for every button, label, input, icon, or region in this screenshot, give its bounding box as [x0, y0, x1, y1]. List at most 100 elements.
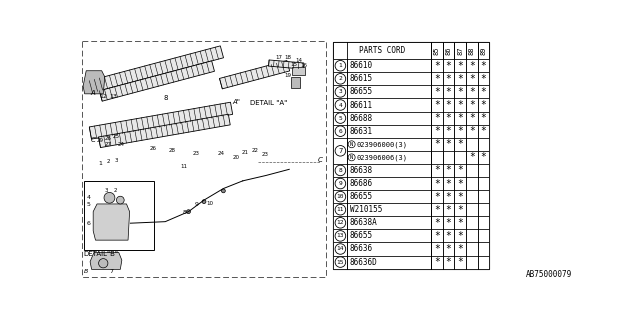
Text: *: *	[469, 126, 475, 136]
Text: 2: 2	[107, 159, 111, 164]
Text: *: *	[445, 126, 451, 136]
Bar	[333, 229, 489, 243]
Text: B: B	[84, 269, 88, 274]
Text: 85: 85	[434, 46, 440, 55]
Bar	[333, 42, 489, 268]
Text: A: A	[90, 90, 95, 96]
Circle shape	[335, 191, 346, 202]
Text: *: *	[481, 152, 486, 162]
Text: N: N	[350, 155, 353, 160]
Text: *: *	[481, 113, 486, 123]
Bar	[333, 59, 489, 72]
Text: *: *	[457, 139, 463, 149]
Text: 88: 88	[468, 46, 475, 55]
Text: *: *	[445, 74, 451, 84]
Text: 13: 13	[109, 94, 117, 99]
Text: *: *	[445, 218, 451, 228]
Bar	[466, 151, 477, 164]
Text: 26: 26	[150, 146, 157, 151]
Text: *: *	[445, 231, 451, 241]
Bar	[333, 138, 348, 164]
Text: *: *	[481, 61, 486, 71]
Text: *: *	[434, 126, 440, 136]
Text: C: C	[318, 157, 323, 164]
Text: 86686: 86686	[349, 179, 373, 188]
Text: 023906006(3): 023906006(3)	[356, 154, 408, 161]
Bar	[333, 190, 489, 203]
Text: 21: 21	[241, 150, 248, 155]
Text: 86636: 86636	[349, 244, 373, 253]
Text: *: *	[457, 113, 463, 123]
Text: 1: 1	[339, 63, 342, 68]
Text: 24: 24	[117, 142, 124, 147]
Text: 8: 8	[164, 95, 168, 101]
Text: *: *	[445, 165, 451, 175]
Text: 17: 17	[275, 55, 282, 60]
Text: *: *	[457, 205, 463, 215]
Bar	[443, 42, 454, 59]
Text: *: *	[445, 205, 451, 215]
Circle shape	[348, 141, 355, 148]
Text: 13: 13	[337, 233, 344, 238]
Text: *: *	[434, 231, 440, 241]
Text: 023906000(3): 023906000(3)	[356, 141, 408, 148]
Text: 4: 4	[339, 102, 342, 108]
Text: 10: 10	[206, 201, 213, 206]
Bar	[333, 72, 489, 85]
Text: *: *	[434, 87, 440, 97]
Text: 7: 7	[339, 148, 342, 154]
Text: 11: 11	[180, 164, 188, 169]
Bar	[333, 124, 489, 138]
Text: *: *	[457, 87, 463, 97]
Bar	[477, 151, 489, 164]
Text: W210155: W210155	[349, 205, 382, 214]
Polygon shape	[220, 60, 290, 89]
Text: 7: 7	[109, 269, 113, 274]
Polygon shape	[90, 102, 233, 139]
Text: *: *	[434, 179, 440, 188]
Text: *: *	[445, 139, 451, 149]
Polygon shape	[90, 252, 122, 269]
Text: *: *	[445, 61, 451, 71]
Text: 3: 3	[115, 157, 118, 163]
Text: A": A"	[232, 99, 240, 105]
Circle shape	[335, 100, 346, 110]
Text: 89: 89	[481, 46, 486, 55]
Text: *: *	[457, 74, 463, 84]
Text: 12: 12	[99, 94, 108, 99]
Circle shape	[335, 126, 346, 136]
Text: *: *	[457, 126, 463, 136]
Text: 86655: 86655	[349, 231, 373, 240]
Bar	[443, 151, 454, 164]
Text: 22: 22	[252, 148, 259, 153]
Polygon shape	[90, 46, 223, 93]
Bar	[333, 243, 489, 256]
Text: *: *	[434, 218, 440, 228]
Text: 3: 3	[105, 188, 108, 193]
Bar	[477, 42, 489, 59]
Text: 10: 10	[337, 194, 344, 199]
Text: *: *	[469, 61, 475, 71]
Circle shape	[335, 257, 346, 267]
Text: *: *	[434, 100, 440, 110]
Circle shape	[335, 74, 346, 84]
Circle shape	[104, 192, 115, 203]
Text: 86611: 86611	[349, 100, 373, 109]
Text: 9: 9	[195, 202, 198, 207]
Text: *: *	[445, 179, 451, 188]
Circle shape	[335, 204, 346, 215]
Text: *: *	[445, 257, 451, 267]
Text: *: *	[457, 165, 463, 175]
Text: 86638A: 86638A	[349, 218, 378, 227]
Bar	[333, 164, 489, 177]
Bar	[477, 138, 489, 151]
Bar	[84, 181, 154, 250]
Text: PARTS CORD: PARTS CORD	[359, 46, 405, 55]
Bar	[291, 77, 300, 88]
Text: N: N	[350, 142, 353, 147]
Text: *: *	[469, 74, 475, 84]
Text: 86638: 86638	[349, 166, 373, 175]
Circle shape	[348, 154, 355, 161]
Text: 14: 14	[337, 246, 344, 252]
Text: *: *	[434, 165, 440, 175]
